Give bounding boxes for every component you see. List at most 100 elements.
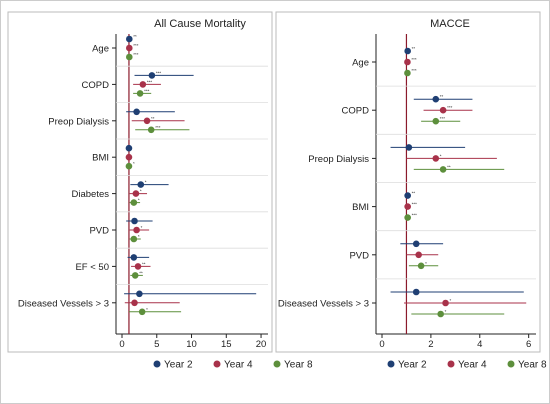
point-estimate xyxy=(415,251,422,259)
significance-label: *** xyxy=(412,202,418,207)
legend-label: Year 4 xyxy=(224,360,253,371)
point-estimate xyxy=(136,90,144,97)
point-estimate xyxy=(132,190,140,197)
point-estimate xyxy=(131,272,139,279)
x-tick-label: 6 xyxy=(526,339,531,350)
significance-label: * xyxy=(138,198,140,203)
point-estimate xyxy=(404,69,411,77)
point-estimate xyxy=(126,35,133,43)
point-estimate xyxy=(137,181,145,188)
significance-label: * xyxy=(425,261,427,266)
point-estimate xyxy=(126,44,133,52)
point-estimate xyxy=(439,166,447,173)
significance-label: * xyxy=(145,180,147,185)
point-estimate xyxy=(125,144,133,152)
category-label: COPD xyxy=(342,106,370,117)
panel-all-cause-mortality: All Cause Mortality 0 5 10 15 20Age********C… xyxy=(7,11,273,353)
significance-label: * xyxy=(140,189,142,194)
x-tick-label: 0 xyxy=(119,339,124,350)
significance-label: ** xyxy=(139,270,143,275)
point-estimate xyxy=(432,95,440,103)
point-estimate xyxy=(404,47,411,55)
point-estimate xyxy=(125,162,133,170)
significance-label: *** xyxy=(411,68,417,73)
category-label: Age xyxy=(352,58,369,69)
point-estimate xyxy=(138,308,146,316)
significance-label: * xyxy=(440,153,442,158)
category-label: EF < 50 xyxy=(75,262,109,273)
significance-label: ** xyxy=(412,46,416,51)
significance-label: *** xyxy=(156,70,162,75)
point-estimate xyxy=(147,126,155,134)
point-estimate xyxy=(432,155,440,162)
category-label: Diabetes xyxy=(72,189,110,200)
significance-label: *** xyxy=(147,79,153,84)
point-estimate xyxy=(437,310,444,318)
point-estimate xyxy=(404,192,411,199)
significance-label: * xyxy=(450,298,452,303)
category-label: PVD xyxy=(89,226,109,237)
legend-marker-year-8 xyxy=(507,360,515,368)
point-estimate xyxy=(143,117,151,125)
point-estimate xyxy=(412,288,420,296)
significance-label: * xyxy=(445,309,447,314)
legend-marker-year-2 xyxy=(153,360,161,368)
significance-label: *** xyxy=(440,116,446,121)
point-estimate xyxy=(405,144,413,151)
significance-label: *** xyxy=(144,88,150,93)
point-estimate xyxy=(439,106,447,114)
x-tick-label: 2 xyxy=(428,339,433,350)
x-tick-label: 20 xyxy=(256,339,267,350)
point-estimate xyxy=(148,72,156,79)
point-estimate xyxy=(412,240,420,248)
significance-label: * xyxy=(138,234,140,239)
legend-marker-year-8 xyxy=(273,360,281,368)
panel-frame xyxy=(275,11,541,353)
point-estimate xyxy=(133,108,140,116)
significance-label: *** xyxy=(447,105,453,110)
point-estimate xyxy=(432,117,440,125)
point-estimate xyxy=(130,199,138,206)
category-label: Preop Dialysis xyxy=(308,154,369,165)
significance-label: * xyxy=(141,225,143,230)
x-tick-label: 4 xyxy=(477,339,482,350)
panel-title: MACCE xyxy=(430,18,470,30)
point-estimate xyxy=(130,235,138,243)
significance-label: *** xyxy=(155,125,161,130)
significance-label: ** xyxy=(133,34,137,39)
category-label: Diseased Vessels > 3 xyxy=(278,299,369,310)
point-estimate xyxy=(404,203,411,210)
category-label: Diseased Vessels > 3 xyxy=(18,298,109,309)
legend: Year 2 Year 4 Year 8 Year 2 Year 4 Year … xyxy=(153,360,547,371)
legend-marker-year-4 xyxy=(213,360,221,368)
category-label: PVD xyxy=(349,250,369,261)
significance-label: *** xyxy=(411,57,417,62)
significance-label: ** xyxy=(447,164,451,169)
legend-label: Year 4 xyxy=(458,360,487,371)
x-tick-label: 10 xyxy=(186,339,197,350)
point-estimate xyxy=(130,254,138,261)
point-estimate xyxy=(139,81,147,88)
panel-frame xyxy=(7,11,273,353)
significance-label: ** xyxy=(151,116,155,121)
point-estimate xyxy=(136,290,143,298)
category-label: COPD xyxy=(82,80,110,91)
point-estimate xyxy=(134,263,142,270)
point-estimate xyxy=(125,153,133,161)
legend-label: Year 2 xyxy=(398,360,427,371)
category-label: BMI xyxy=(92,153,109,164)
significance-label: ** xyxy=(412,191,416,196)
category-label: BMI xyxy=(352,202,369,213)
point-estimate xyxy=(131,299,138,307)
significance-label: *** xyxy=(412,213,418,218)
significance-label: ** xyxy=(440,94,444,99)
significance-label: * xyxy=(133,161,135,166)
legend-label: Year 8 xyxy=(284,360,313,371)
point-estimate xyxy=(131,217,138,225)
point-estimate xyxy=(404,58,411,66)
legend-marker-year-4 xyxy=(447,360,455,368)
legend-label: Year 8 xyxy=(518,360,547,371)
